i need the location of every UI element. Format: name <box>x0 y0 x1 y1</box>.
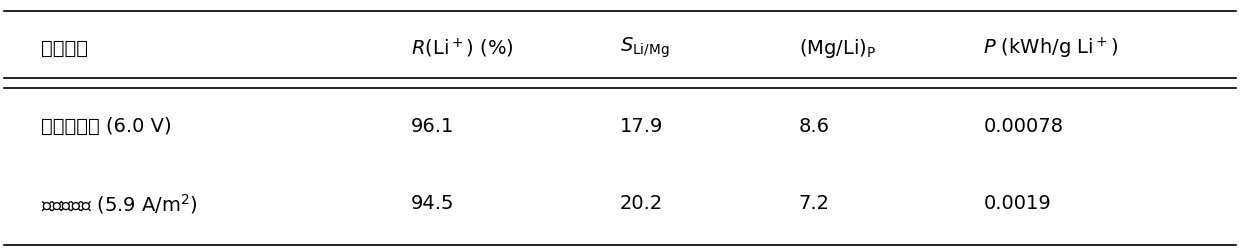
Text: 恒电流模式 (5.9 A/m$^2$): 恒电流模式 (5.9 A/m$^2$) <box>41 192 197 216</box>
Text: 供电模式: 供电模式 <box>41 39 88 57</box>
Text: 8.6: 8.6 <box>799 116 830 136</box>
Text: (Mg/Li)$_{\rm{P}}$: (Mg/Li)$_{\rm{P}}$ <box>799 37 875 59</box>
Text: 7.2: 7.2 <box>799 195 830 213</box>
Text: 20.2: 20.2 <box>620 195 663 213</box>
Text: $\mathit{R}$(Li$^+$) (%): $\mathit{R}$(Li$^+$) (%) <box>410 36 513 60</box>
Text: 0.0019: 0.0019 <box>983 195 1052 213</box>
Text: 0.00078: 0.00078 <box>983 116 1064 136</box>
Text: 恒电压模式 (6.0 V): 恒电压模式 (6.0 V) <box>41 116 172 136</box>
Text: $\mathit{S}_{\rm{Li/Mg}}$: $\mathit{S}_{\rm{Li/Mg}}$ <box>620 36 670 60</box>
Text: 94.5: 94.5 <box>410 195 454 213</box>
Text: $\mathit{P}$ (kWh/g Li$^+$): $\mathit{P}$ (kWh/g Li$^+$) <box>983 35 1118 61</box>
Text: 17.9: 17.9 <box>620 116 663 136</box>
Text: 96.1: 96.1 <box>410 116 454 136</box>
